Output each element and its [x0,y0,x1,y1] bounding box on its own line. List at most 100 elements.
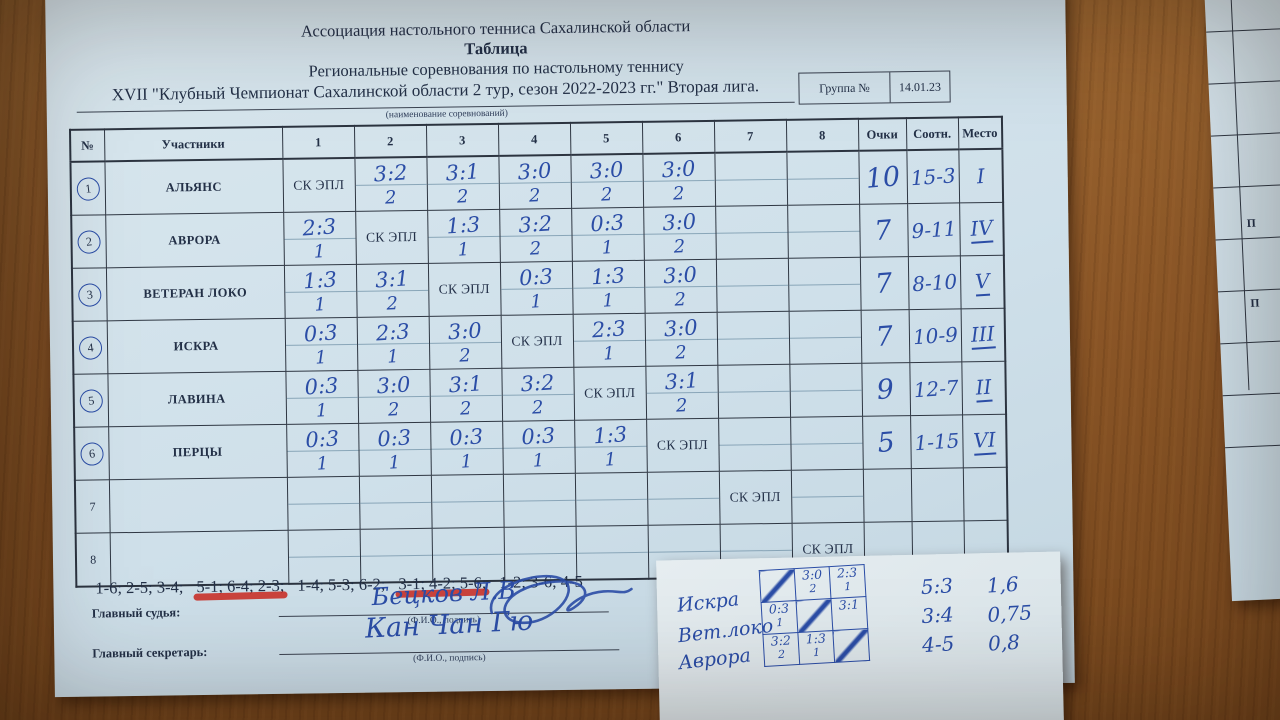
column-header: Место [957,116,1003,150]
match-points-half: 2 [643,180,714,206]
team-name-cell: ЛАВИНА [107,371,287,427]
results-table: № Участники 1 2 3 4 5 6 7 8 Очки Соотн. Место 1 АЛЬЯН… [68,115,1010,588]
place-cell: V [959,255,1005,309]
match-points-value: 2 [675,394,689,417]
match-cell: 3:1 2 [426,155,500,211]
points-value: 10 [864,160,902,195]
set-score-value: 3:1 [374,266,410,293]
match-cell [786,150,860,206]
set-score-value: 3:0 [375,372,412,399]
row-number-circled: 2 [76,228,102,255]
team-name-cell: ВЕТЕРАН ЛОКО [105,265,285,321]
set-score-half: 3:0 [570,155,643,184]
set-score-half: 0:3 [285,318,357,347]
ratio-value: 12-7 [912,375,959,403]
place-value: IV [969,214,994,244]
match-points-half [716,232,787,258]
team-name-cell: АВРОРА [105,212,284,268]
set-score-value: 3:1 [447,371,484,398]
side-paper-grid-line [1217,284,1280,293]
set-score-value: 0:3 [376,425,412,452]
row-number-cell: 7 [74,479,110,534]
match-points-value: 1 [386,345,400,368]
set-score-half: 1:3 [284,265,356,293]
match-points-value: 1 [316,452,329,475]
match-points-half: 1 [572,234,643,260]
set-score-value: 1:3 [590,263,626,290]
match-points-half [788,231,859,257]
row-number-cell: 1 [70,161,106,216]
match-cell: 3:2 2 [354,156,428,212]
ratio-cell: 10-9 [908,308,962,363]
set-score-half: 0:3 [358,423,430,452]
note-total-score: 4-5 [921,631,955,658]
place-cell [962,467,1008,521]
match-points-half [719,444,790,470]
points-value: 5 [876,426,897,459]
match-points-half [787,178,858,204]
points-cell: 5 [862,415,911,470]
side-paper-text-fragment: П [1246,217,1257,231]
ratio-value: 10-9 [911,322,959,350]
column-header: 4 [497,122,571,156]
set-score-half [791,470,863,498]
match-cell [574,472,648,527]
set-score-value: 3:0 [662,262,698,289]
set-score-value: 3:0 [588,157,625,184]
group-box: Группа № 14.01.23 [798,70,951,105]
set-score-half [503,474,575,502]
set-score-half: 3:0 [642,154,715,182]
match-cell: СК ЭПЛ [646,418,719,473]
points-cell: 9 [861,362,911,417]
match-cell: СК ЭПЛ [282,157,356,213]
match-cell: 2:3 1 [356,316,430,371]
row-number-cell: 2 [71,214,106,269]
side-paper-grid-line [1225,440,1280,449]
match-points-value: 1 [530,290,543,313]
match-points-half [648,498,719,524]
match-cell [714,151,788,207]
match-points-value: 1 [314,346,328,369]
match-cell [646,471,720,526]
sticky-note: 3:0 2 2:3 1 0:3 1 3:1 3:2 2 1:3 1 Искра 5:3 1,6 Вет.л… [656,551,1064,720]
points-cell: 10 [858,150,908,205]
match-cell: СК ЭПЛ [355,210,428,265]
match-points-value: 1 [313,240,326,263]
match-cell [286,476,360,531]
set-score-half [360,529,432,557]
match-cell [717,364,791,419]
column-header: 1 [281,125,355,159]
match-points-half [717,338,788,364]
match-cell [358,475,432,530]
match-cell: 3:0 2 [498,154,572,210]
match-points-value: 2 [387,398,401,421]
set-score-half: 3:1 [429,369,502,398]
match-points-half: 1 [575,446,646,472]
set-score-half [431,475,503,503]
set-score-half [788,258,860,286]
column-header: 2 [353,124,427,158]
column-header: 5 [569,121,643,155]
points-value: 7 [874,267,895,300]
note-coefficient: 0,75 [986,600,1033,627]
match-cell: 0:3 1 [358,422,431,477]
match-points-half: 1 [428,236,499,262]
note-total-score: 3:4 [920,602,955,629]
row-number-cell: 5 [73,373,109,428]
points-cell: 7 [859,256,909,311]
points-cell: 7 [859,203,908,258]
match-points-half [718,391,789,417]
note-team-name: Аврора [677,644,752,675]
match-points-half [360,502,431,528]
team-name-cell [108,477,288,533]
row-number-cell: 4 [72,320,108,375]
points-cell [862,468,912,523]
ratio-value: 15-3 [909,163,956,191]
match-cell: 1:3 1 [427,209,500,264]
team-name-cell: АЛЬЯНС [104,158,284,215]
mini-score-cell: 3:2 2 [762,632,800,667]
set-score-value: 0:3 [303,320,339,347]
set-score-value: 3:1 [663,368,700,395]
ratio-cell [910,467,964,522]
points-value: 7 [875,320,895,353]
